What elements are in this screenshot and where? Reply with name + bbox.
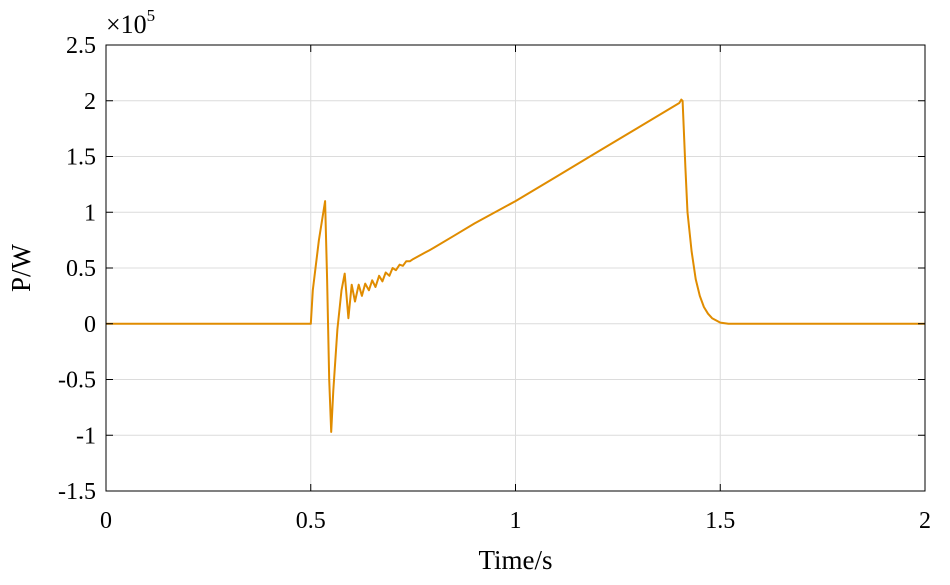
y-tick-label: 0: [84, 312, 96, 338]
y-tick-label: 2: [84, 89, 96, 115]
y-exponent-power: 5: [147, 6, 156, 25]
x-tick-label: 2: [919, 508, 931, 534]
x-tick-label: 1: [510, 508, 522, 534]
grid-lines: [105, 44, 926, 492]
y-exponent-base: ×10: [106, 10, 147, 39]
series-group: [106, 98, 925, 433]
x-tick-labels: 0 0.5 1 1.5 2: [100, 508, 931, 534]
x-tick-label: 0: [100, 508, 112, 534]
x-tick-label: 1.5: [705, 508, 735, 534]
y-tick-label: 1: [84, 200, 96, 226]
x-tick-label: 0.5: [296, 508, 326, 534]
y-tick-label: 1.5: [66, 145, 96, 171]
y-axis-exponent: ×105: [106, 6, 155, 39]
tick-marks: [105, 44, 926, 492]
power-series-line: [106, 98, 925, 433]
y-tick-label: 0.5: [66, 256, 96, 282]
y-tick-label: -0.5: [58, 368, 96, 394]
y-tick-label: 2.5: [66, 33, 96, 59]
x-axis-label: Time/s: [478, 545, 552, 575]
y-tick-labels: 2.5 2 1.5 1 0.5 0 -0.5 -1 -1.5: [58, 33, 96, 505]
y-tick-label: -1: [76, 423, 96, 449]
y-axis-label: P/W: [6, 243, 36, 292]
y-tick-label: -1.5: [58, 479, 96, 505]
